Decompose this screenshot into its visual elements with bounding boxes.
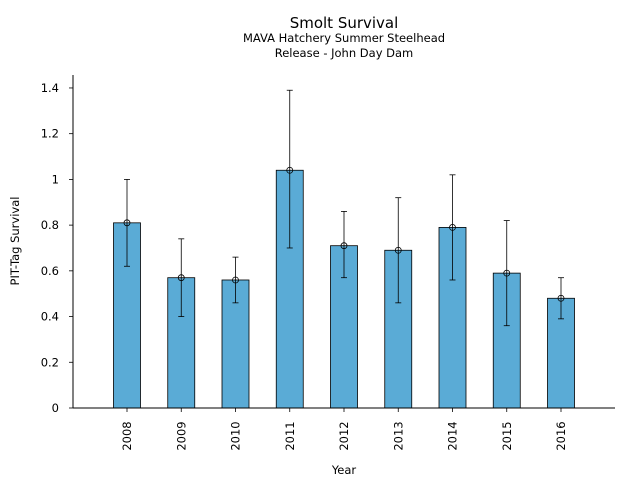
y-tick-label: 1.2 — [41, 127, 59, 141]
bar-2011 — [275, 169, 304, 409]
point-marker-2011 — [286, 166, 294, 174]
x-tick-label: 2013 — [391, 421, 405, 450]
point-marker-2014 — [449, 224, 456, 231]
point-marker-2015 — [503, 269, 511, 277]
y-tick-label: 0 — [52, 401, 59, 415]
error-bar-series — [123, 89, 565, 327]
y-tick-label: 0.6 — [41, 264, 59, 278]
x-tick-label: 2015 — [500, 421, 514, 450]
point-marker-2016 — [557, 294, 565, 302]
y-tick-label: 0.8 — [41, 218, 59, 232]
chart-subtitle-line-1: MAVA Hatchery Summer Steelhead — [243, 31, 445, 45]
error-bar-2015 — [503, 220, 511, 327]
point-marker-2008 — [123, 219, 131, 227]
x-tick-label: 2012 — [337, 421, 351, 450]
point-marker-2009 — [177, 274, 185, 282]
y-tick-label: 1 — [52, 172, 59, 186]
error-bar-2012 — [340, 211, 348, 279]
y-tick-label: 0.4 — [41, 310, 59, 324]
x-tick-label: 2009 — [174, 421, 188, 450]
point-marker-2013 — [394, 246, 402, 254]
chart-title: Smolt Survival — [290, 14, 399, 32]
error-bar-2009 — [177, 238, 185, 317]
x-tick-label: 2016 — [554, 421, 568, 450]
bar-series — [113, 169, 575, 409]
point-marker-2012 — [340, 242, 348, 250]
x-tick-label: 2010 — [229, 421, 243, 450]
chart-subtitle-line-2: Release - John Day Dam — [275, 46, 414, 60]
error-bar-2013 — [394, 197, 402, 304]
x-tick-label: 2008 — [120, 421, 134, 450]
x-tick-label: 2014 — [446, 421, 460, 450]
point-marker-2010 — [232, 276, 239, 284]
y-tick-label: 0.2 — [41, 355, 59, 369]
error-bar-2008 — [123, 178, 131, 267]
x-axis-label: Year — [331, 463, 357, 477]
error-bar-2016 — [557, 277, 565, 320]
y-tick-label: 1.4 — [41, 81, 59, 95]
error-bar-2010 — [232, 256, 239, 304]
x-axis-ticks: 2008 2009 2010 2011 2012 2013 2014 2015 2016 — [120, 408, 568, 451]
y-axis-ticks: 0 0.2 0.4 0.6 0.8 1 1.2 1.4 — [41, 81, 73, 415]
error-bar-2014 — [449, 174, 456, 281]
y-axis-label: PIT-Tag Survival — [8, 197, 22, 286]
error-bar-2011 — [286, 89, 294, 249]
x-tick-label: 2011 — [283, 421, 297, 450]
